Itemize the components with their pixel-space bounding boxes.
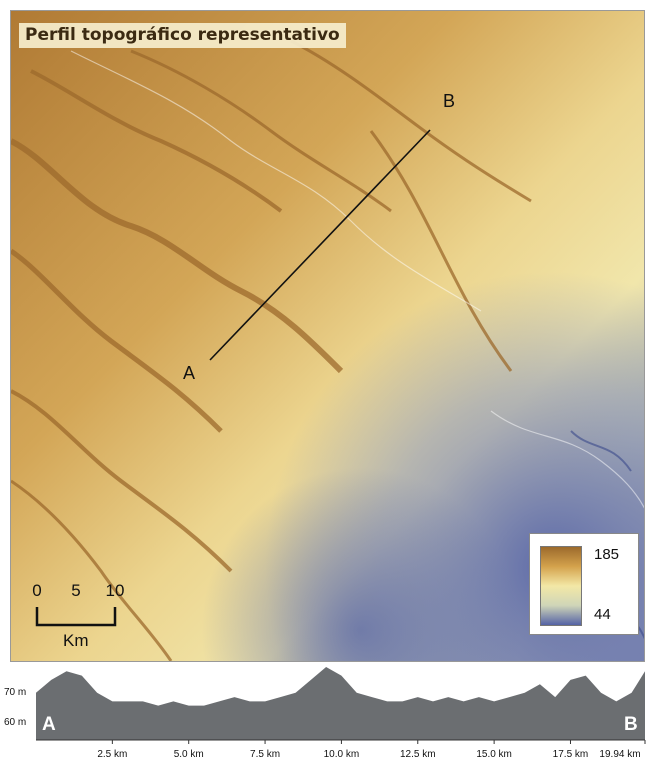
terrain-map — [11, 11, 644, 661]
scale-unit-label: Km — [63, 631, 89, 650]
scale-bar-line — [35, 607, 117, 627]
x-tick-label: 10.0 km — [323, 749, 360, 760]
profile-end-label: B — [624, 714, 638, 735]
legend-max-value: 185 — [594, 546, 620, 563]
x-tick-label: 17.5 km — [552, 749, 589, 760]
profile-start-label: A — [42, 714, 56, 735]
scale-bar: 0 5 10 Km — [31, 581, 131, 661]
x-tick-label: 12.5 km — [399, 749, 436, 760]
x-tick-label: 5.0 km — [173, 749, 204, 760]
x-tick-label: 2.5 km — [97, 749, 128, 760]
legend-min-value: 44 — [594, 606, 611, 623]
x-tick-label: 19.94 km — [599, 749, 641, 760]
x-tick-label: 7.5 km — [250, 749, 281, 760]
elevation-profile: 70 m 60 m A B 2.5 km 5.0 km 7.5 km 10.0 km 1… — [0, 665, 647, 781]
point-b-label: B — [443, 91, 456, 111]
scale-label-0: 0 — [32, 581, 42, 600]
profile-area — [36, 667, 645, 740]
profile-transect-line — [209, 129, 431, 361]
map-panel: Perfil topográfico representativo A B 0 … — [10, 10, 645, 662]
elevation-legend: 185 44 — [529, 533, 639, 635]
y-tick-70: 70 m — [4, 687, 27, 698]
profile-chart — [36, 667, 646, 744]
y-tick-60: 60 m — [4, 717, 27, 728]
map-title: Perfil topográfico representativo — [19, 23, 346, 48]
legend-color-ramp — [540, 546, 582, 626]
scale-label-5: 5 — [71, 581, 81, 600]
scale-label-10: 10 — [105, 581, 125, 600]
point-a-label: A — [183, 363, 196, 383]
x-tick-label: 15.0 km — [476, 749, 512, 760]
